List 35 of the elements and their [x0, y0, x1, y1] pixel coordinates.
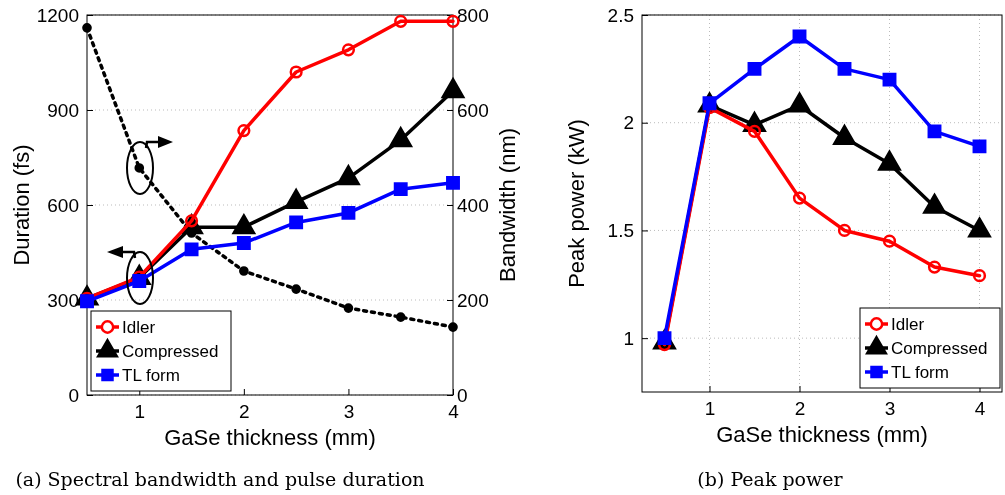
- x-tick-label: 3: [884, 398, 896, 420]
- text: (b) Peak power: [697, 468, 844, 490]
- legend-label: Compressed: [891, 339, 988, 358]
- y-tick-label: 900: [47, 99, 79, 121]
- y2-tick-label: 400: [457, 194, 489, 216]
- legend-label: Idler: [891, 315, 925, 334]
- x-tick-label: 1: [134, 401, 146, 423]
- x-tick-label: 4: [448, 401, 460, 423]
- legend-label: Idler: [122, 318, 156, 337]
- legend-label: TL form: [122, 366, 180, 385]
- x-axis-title: GaSe thickness (mm): [716, 422, 928, 447]
- y2-tick-label: 200: [457, 289, 489, 311]
- x-tick-label: 2: [239, 401, 250, 423]
- y-tick-label: 1.5: [607, 220, 634, 242]
- text: (a) Spectral bandwidth and pulse duration: [15, 468, 425, 490]
- y2-tick-label: 600: [457, 99, 489, 121]
- y-tick-label: 1: [623, 327, 634, 349]
- y-axis-title: Duration (fs): [9, 144, 34, 266]
- y-tick-label: 600: [47, 194, 79, 216]
- x-tick-label: 2: [794, 398, 806, 420]
- y-tick-label: 300: [47, 289, 79, 311]
- x-axis-title: GaSe thickness (mm): [164, 425, 376, 450]
- y-axis-title: Peak power (kW): [564, 119, 589, 288]
- y2-tick-label: 800: [457, 4, 489, 26]
- y-tick-label: 0: [68, 384, 79, 406]
- y-tick-label: 2: [623, 112, 634, 134]
- y2-tick-label: 0: [457, 384, 468, 406]
- y-tick-label: 2.5: [607, 4, 634, 26]
- y-tick-label: 1200: [36, 4, 79, 26]
- x-tick-label: 4: [974, 398, 986, 420]
- y2-axis-title: Bandwidth (nm): [495, 127, 520, 283]
- legend-label: Compressed: [122, 342, 219, 361]
- x-tick-label: 1: [704, 398, 716, 420]
- legend-label: TL form: [891, 363, 949, 382]
- x-tick-label: 3: [343, 401, 355, 423]
